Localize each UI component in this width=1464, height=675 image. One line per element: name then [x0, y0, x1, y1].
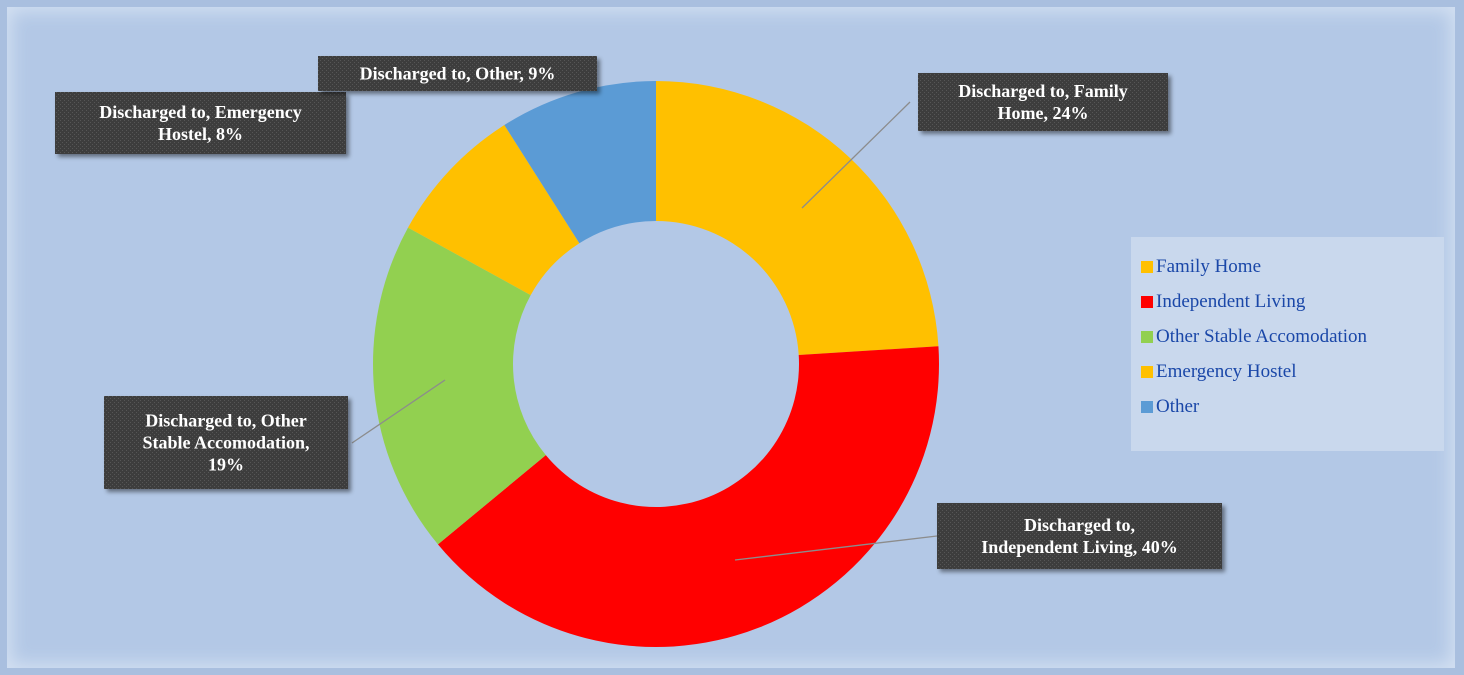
legend-swatch: [1141, 330, 1153, 343]
data-label-box: [55, 92, 346, 154]
data-label-text: Discharged to, Other: [145, 411, 306, 431]
data-label-text: 19%: [208, 455, 244, 475]
leader-line-independent-living: [734, 535, 938, 561]
data-label-text: Independent Living, 40%: [981, 537, 1178, 557]
legend-label: Emergency Hostel: [1156, 360, 1297, 382]
slice-emergency-hostel: [408, 125, 580, 296]
data-label-box: [918, 73, 1168, 131]
data-label-text: Discharged to,: [1024, 515, 1135, 535]
data-label-box: [318, 56, 597, 91]
legend: Family Home Independent Living Other Stabl…: [1131, 237, 1444, 451]
data-label-text: Hostel, 8%: [158, 124, 243, 144]
data-label-box: [104, 396, 348, 489]
data-label-text: Discharged to, Other, 9%: [360, 64, 556, 84]
leader-line-family-home: [801, 101, 911, 209]
donut-slices: [373, 81, 940, 648]
slice-independent-living: [437, 346, 940, 648]
slice-family-home: [656, 81, 939, 356]
slice-other-stable-accomodation: [373, 227, 546, 545]
legend-item-other-stable-accomodation: Other Stable Accomodation: [1131, 319, 1444, 354]
legend-swatch: [1141, 260, 1153, 273]
leader-line-other-stable-accomodation: [351, 379, 446, 444]
legend-item-emergency-hostel: Emergency Hostel: [1131, 354, 1444, 389]
data-label-text: Discharged to, Family: [958, 81, 1127, 101]
legend-item-family-home: Family Home: [1131, 249, 1444, 284]
leader-lines: [351, 101, 938, 561]
slice-other: [504, 81, 656, 244]
legend-label: Other: [1156, 395, 1200, 417]
data-label-text: Stable Accomodation,: [142, 433, 309, 453]
legend-item-independent-living: Independent Living: [1131, 284, 1444, 319]
legend-swatch: [1141, 365, 1153, 378]
data-label-text: Discharged to, Emergency: [99, 102, 301, 122]
data-label-box: [937, 503, 1222, 569]
data-label-other: Discharged to, Other, 9%: [318, 56, 597, 91]
legend-swatch: [1141, 400, 1153, 413]
legend-label: Independent Living: [1156, 290, 1306, 312]
data-label-text: Home, 24%: [998, 103, 1089, 123]
legend-label: Family Home: [1156, 255, 1262, 277]
data-label-independent-living: Discharged to,Independent Living, 40%: [937, 503, 1222, 569]
legend-item-other: Other: [1131, 389, 1444, 424]
legend-label: Other Stable Accomodation: [1156, 325, 1368, 347]
legend-swatch: [1141, 295, 1153, 308]
